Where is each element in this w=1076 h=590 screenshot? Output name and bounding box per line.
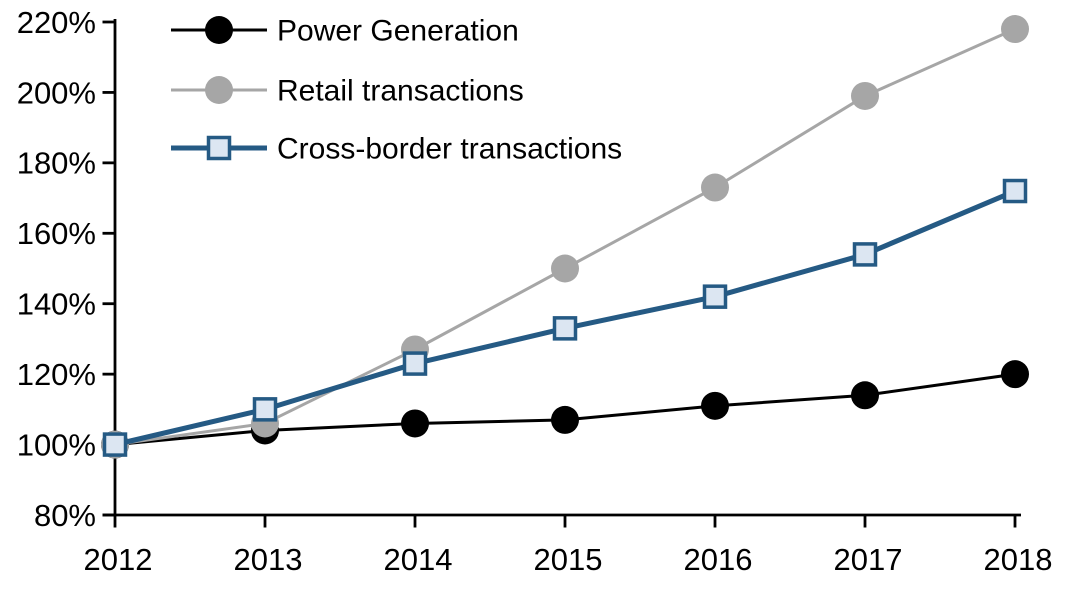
marker-cross-border-transactions-2014	[402, 351, 428, 376]
y-tick-label: 80%	[34, 498, 96, 533]
legend-item-cross-border-transactions: Cross-border transactions	[171, 133, 622, 166]
y-tick-label: 120%	[17, 357, 96, 392]
series-power-generation	[101, 360, 1029, 459]
marker-power-generation-2018	[1001, 360, 1029, 389]
marker-retail-transactions-2017	[851, 81, 879, 110]
marker-cross-border-transactions-2015	[552, 316, 578, 341]
marker-power-generation-2015	[551, 405, 579, 434]
y-tick-label: 140%	[17, 287, 96, 322]
x-tick-label: 2016	[684, 542, 753, 577]
legend-marker-retail-transactions	[205, 76, 233, 104]
axes-layer: 80% 100% 120% 140% 160% 180% 200% 220% 2012 2013 2…	[17, 5, 1053, 577]
legend-label: Power Generation	[277, 15, 519, 48]
legend-marker-cross-border-transactions	[206, 135, 232, 161]
x-tick-label: 2012	[84, 542, 153, 577]
x-tick-label: 2017	[834, 542, 903, 577]
legend-layer: Power Generation Retail transactions Cross…	[171, 15, 622, 166]
legend-marker-power-generation	[205, 16, 233, 44]
marker-power-generation-2016	[701, 391, 729, 420]
marker-retail-transactions-2015	[551, 254, 579, 283]
marker-power-generation-2017	[851, 381, 879, 410]
y-tick-label: 220%	[17, 5, 96, 40]
marker-cross-border-transactions-2013	[252, 397, 278, 422]
legend-item-retail-transactions: Retail transactions	[171, 75, 524, 108]
legend-label: Retail transactions	[277, 75, 524, 108]
marker-cross-border-transactions-2018	[1002, 178, 1028, 204]
x-tick-label: 2014	[384, 542, 453, 577]
marker-cross-border-transactions-2017	[852, 242, 878, 267]
y-tick-label: 100%	[17, 427, 96, 462]
legend-item-power-generation: Power Generation	[171, 15, 519, 48]
legend-label: Cross-border transactions	[277, 133, 622, 166]
marker-retail-transactions-2018	[1001, 15, 1029, 44]
x-tick-label: 2015	[534, 542, 603, 577]
marker-retail-transactions-2016	[701, 173, 729, 202]
marker-power-generation-2014	[401, 409, 429, 438]
series-layer	[101, 15, 1029, 459]
y-tick-label: 200%	[17, 75, 96, 110]
y-tick-label: 160%	[17, 216, 96, 251]
marker-cross-border-transactions-2012	[102, 432, 128, 457]
series-cross-border-transactions	[102, 178, 1028, 457]
y-tick-label: 180%	[17, 146, 96, 181]
marker-cross-border-transactions-2016	[702, 284, 728, 309]
x-tick-label: 2018	[984, 542, 1053, 577]
x-tick-label: 2013	[234, 542, 303, 577]
